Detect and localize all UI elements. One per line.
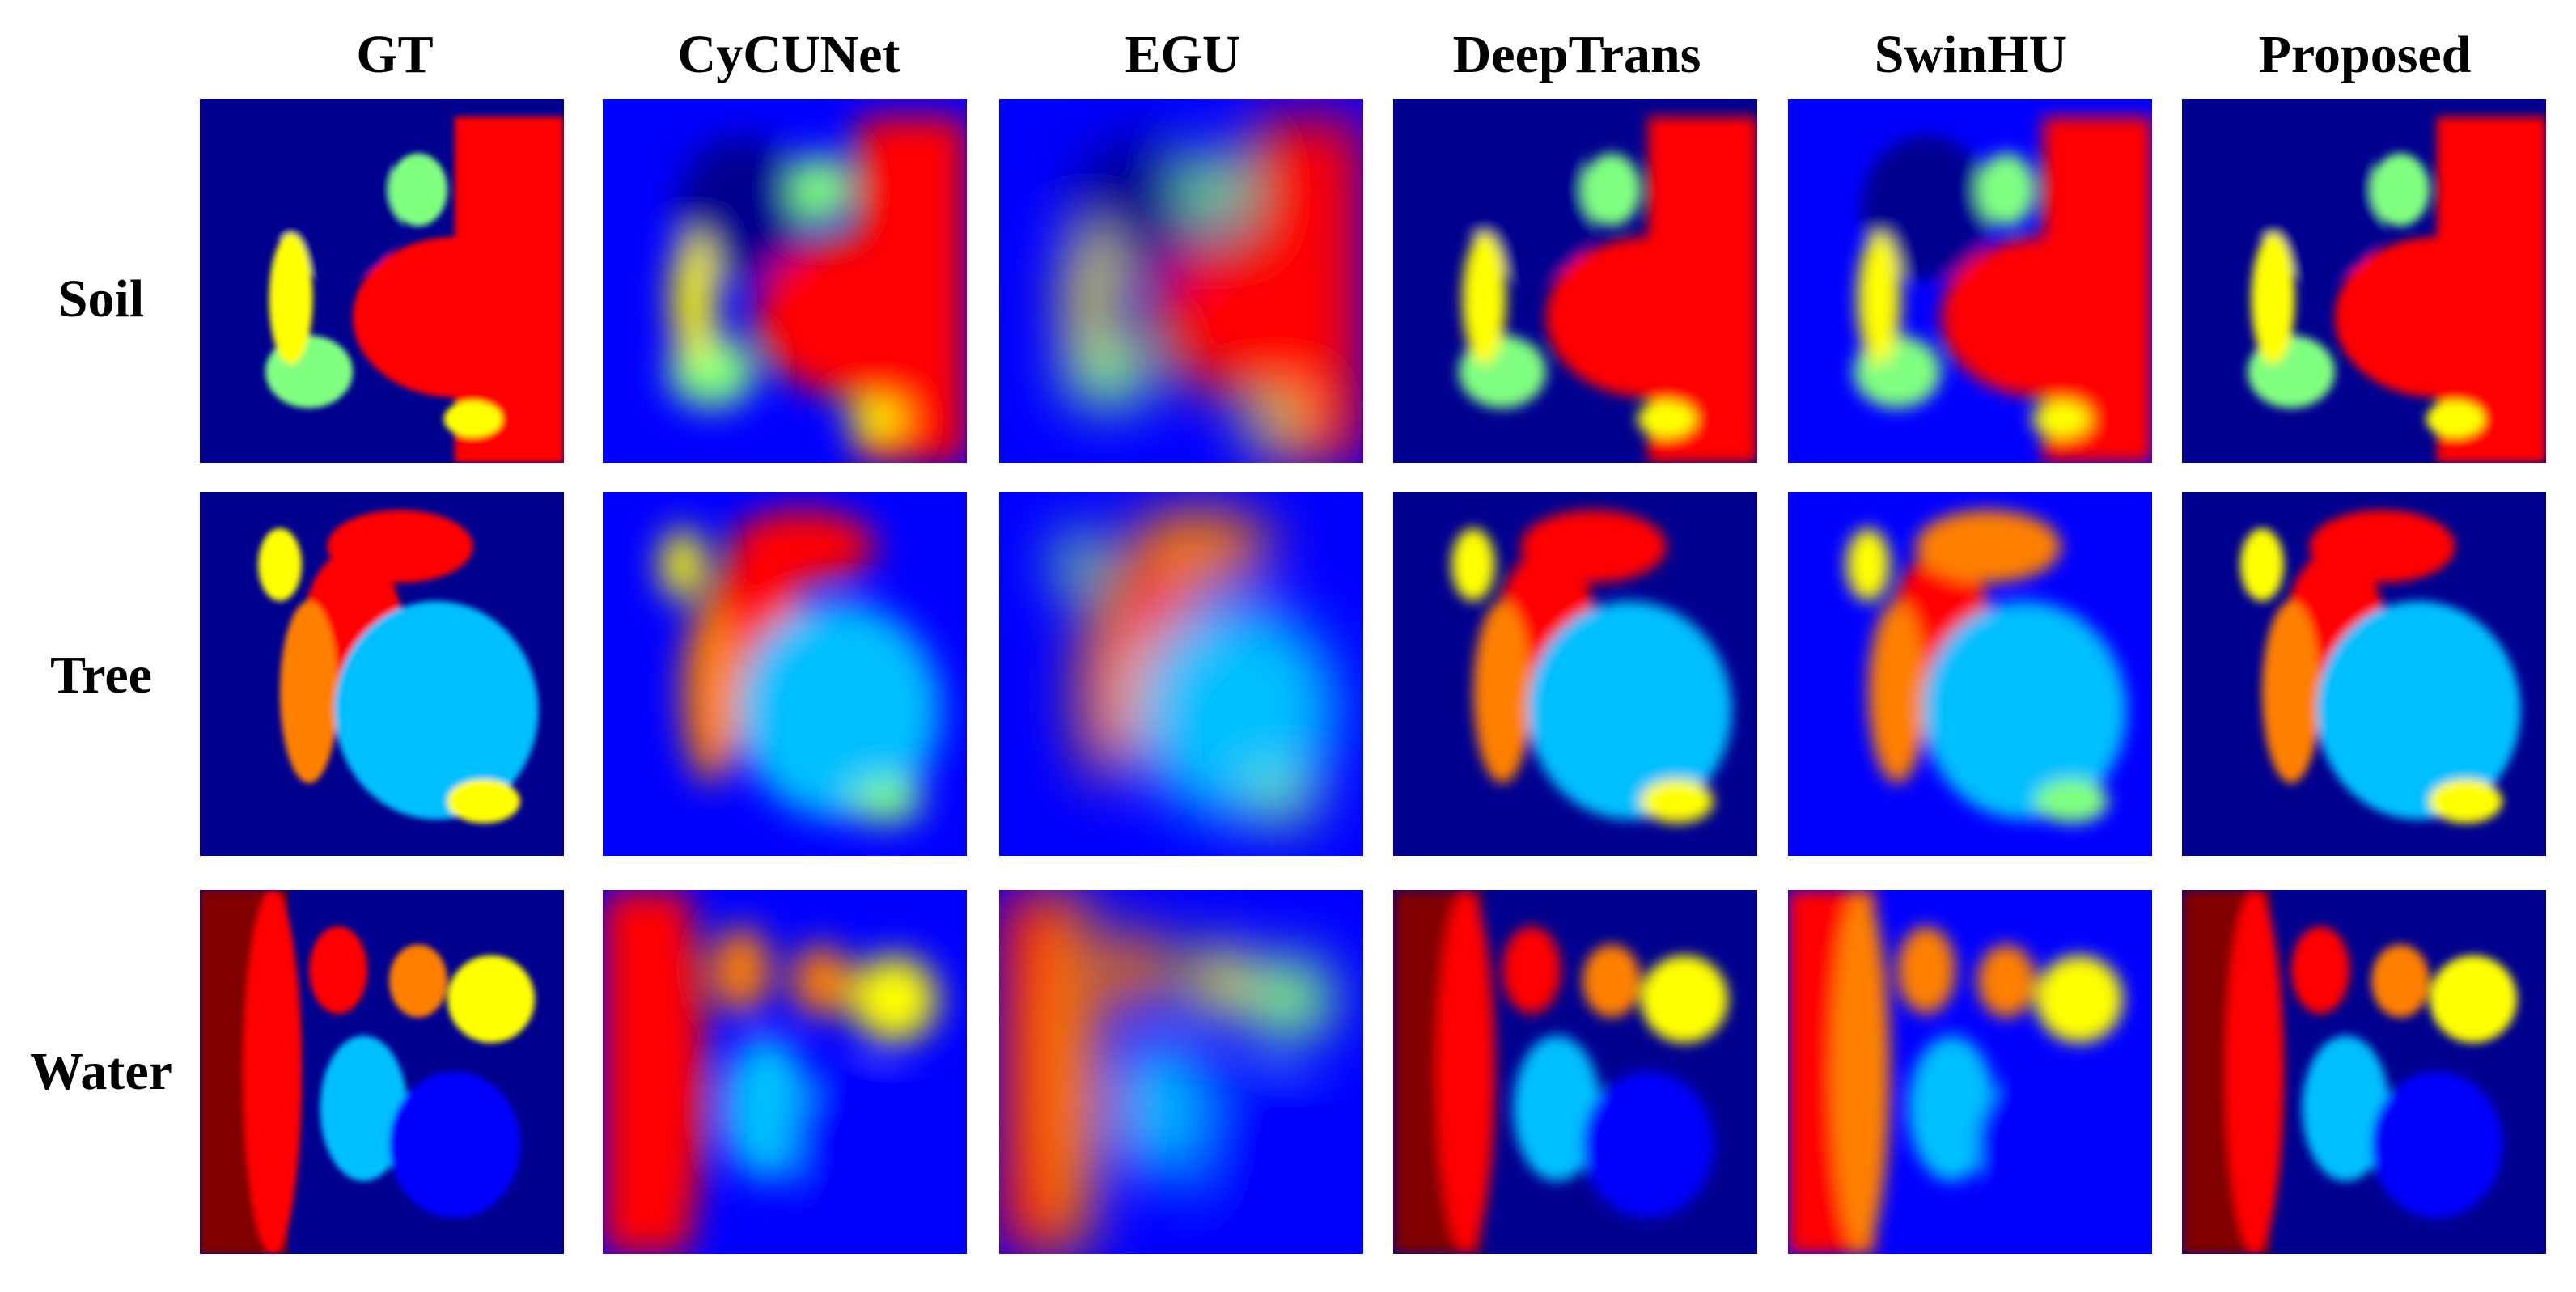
row-label-water: Water xyxy=(30,1042,172,1101)
abundance-map-tree-deeptrans xyxy=(1393,492,1757,856)
row-label-tree: Tree xyxy=(50,646,152,705)
abundance-map-water-gt xyxy=(200,890,564,1254)
abundance-map-tree-proposed xyxy=(2182,492,2546,856)
abundance-map-soil-deeptrans xyxy=(1393,99,1757,463)
abundance-map-tree-swinhu xyxy=(1788,492,2152,856)
abundance-map-water-deeptrans xyxy=(1393,890,1757,1254)
column-header-egu: EGU xyxy=(1125,25,1241,84)
abundance-map-water-cycunet xyxy=(603,890,967,1254)
abundance-map-soil-swinhu xyxy=(1788,99,2152,463)
abundance-map-tree-cycunet xyxy=(603,492,967,856)
column-header-gt: GT xyxy=(356,25,434,84)
column-header-cycunet: CyCUNet xyxy=(677,25,900,84)
column-header-swinhu: SwinHU xyxy=(1874,25,2068,84)
row-label-soil: Soil xyxy=(57,269,145,328)
abundance-map-soil-gt xyxy=(200,99,564,463)
abundance-map-water-proposed xyxy=(2182,890,2546,1254)
abundance-map-water-egu xyxy=(999,890,1363,1254)
abundance-map-tree-egu xyxy=(999,492,1363,856)
abundance-map-soil-egu xyxy=(999,99,1363,463)
abundance-map-soil-cycunet xyxy=(603,99,967,463)
column-header-proposed: Proposed xyxy=(2258,25,2472,84)
abundance-map-water-swinhu xyxy=(1788,890,2152,1254)
column-header-deeptrans: DeepTrans xyxy=(1452,25,1701,84)
abundance-map-tree-gt xyxy=(200,492,564,856)
abundance-map-soil-proposed xyxy=(2182,99,2546,463)
